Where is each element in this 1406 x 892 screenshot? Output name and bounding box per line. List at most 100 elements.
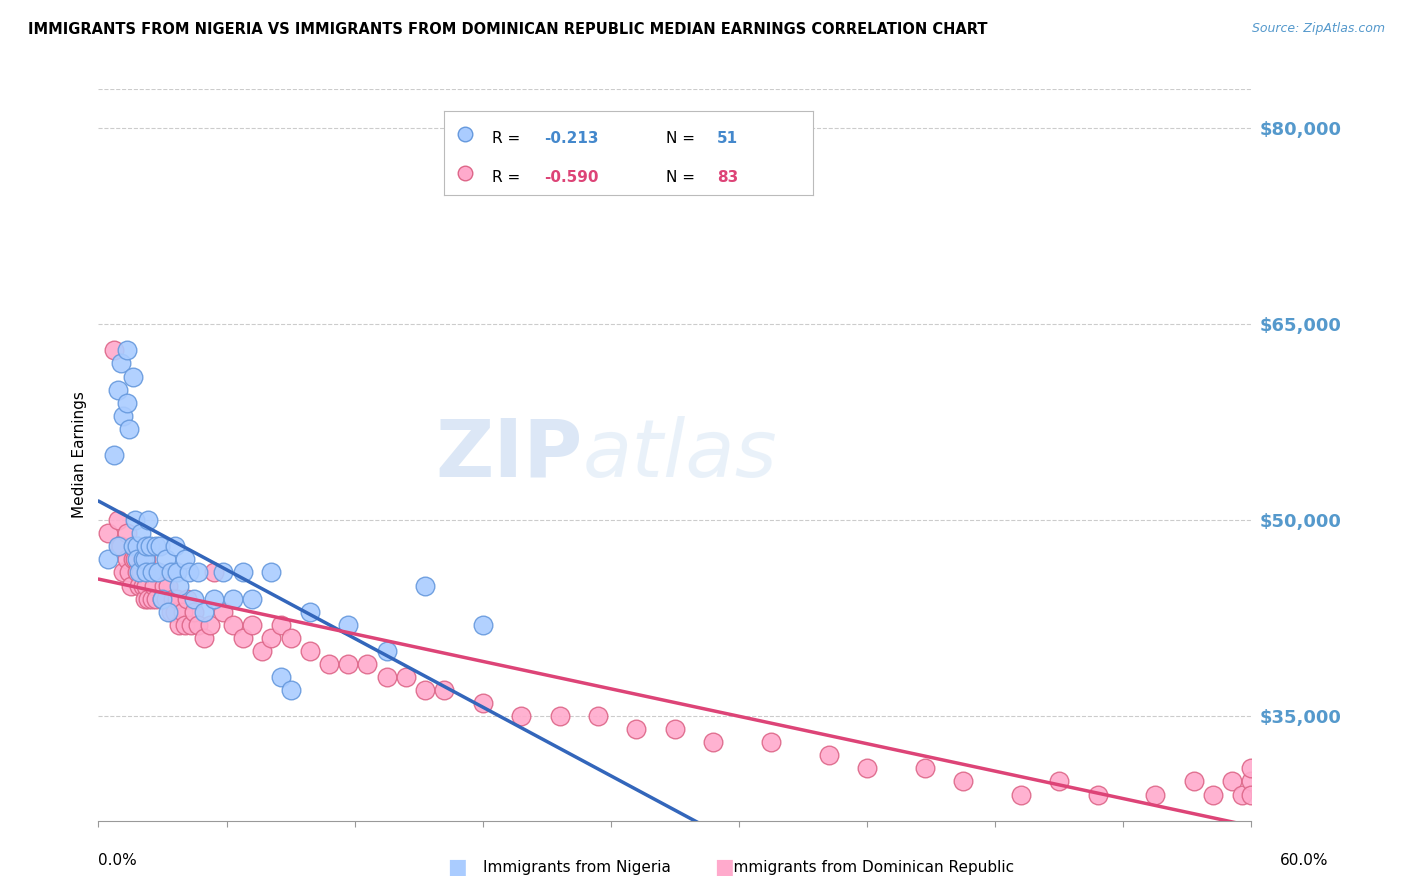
Point [1144, 788, 1167, 802]
Point [139, 566, 162, 580]
Text: 0.0%: 0.0% [98, 854, 138, 868]
Point [413, 683, 436, 698]
Point [1182, 774, 1205, 789]
Point [356, 657, 378, 671]
Point [280, 683, 302, 698]
Text: ■: ■ [447, 857, 467, 877]
Point [914, 761, 936, 775]
Text: atlas: atlas [582, 416, 778, 494]
Point [222, 591, 245, 606]
Point [198, 617, 221, 632]
Point [143, 578, 166, 592]
Point [1240, 774, 1263, 789]
Point [118, 422, 141, 436]
Y-axis label: Median Earnings: Median Earnings [72, 392, 87, 518]
Point [125, 539, 148, 553]
Point [103, 448, 125, 462]
Point [280, 631, 302, 645]
Point [128, 578, 150, 592]
Point [260, 631, 283, 645]
Point [108, 539, 131, 553]
Point [135, 566, 157, 580]
Point [1047, 774, 1070, 789]
Point [548, 709, 571, 723]
Point [125, 552, 148, 566]
Point [134, 591, 156, 606]
Point [152, 578, 174, 592]
Point [202, 566, 225, 580]
Point [664, 723, 686, 737]
Point [145, 539, 167, 553]
Point [118, 566, 141, 580]
Point [125, 539, 148, 553]
Point [128, 566, 150, 580]
Point [1220, 774, 1243, 789]
Point [413, 578, 436, 592]
Point [856, 761, 879, 775]
Point [702, 735, 724, 749]
Point [270, 617, 292, 632]
Point [174, 552, 197, 566]
Point [167, 617, 190, 632]
Point [112, 409, 135, 423]
Point [183, 605, 205, 619]
Point [433, 683, 456, 698]
Point [139, 539, 162, 553]
Point [375, 644, 398, 658]
Point [1202, 788, 1225, 802]
Point [156, 578, 179, 592]
Text: ■: ■ [714, 857, 734, 877]
Point [165, 605, 187, 619]
Point [122, 369, 145, 384]
Point [129, 526, 152, 541]
Point [759, 735, 782, 749]
Text: Immigrants from Dominican Republic: Immigrants from Dominican Republic [730, 860, 1014, 874]
Point [117, 395, 139, 409]
Point [124, 513, 146, 527]
Point [135, 578, 157, 592]
Point [120, 578, 142, 592]
Point [212, 605, 235, 619]
Point [586, 709, 609, 723]
Point [150, 591, 173, 606]
Point [103, 343, 125, 358]
Point [817, 748, 839, 763]
Point [193, 631, 215, 645]
Point [250, 644, 273, 658]
Point [212, 566, 235, 580]
Point [156, 605, 179, 619]
Point [141, 566, 163, 580]
Point [298, 605, 321, 619]
Point [337, 657, 360, 671]
Point [222, 617, 245, 632]
Point [97, 526, 120, 541]
Point [166, 591, 188, 606]
Point [117, 343, 139, 358]
Point [110, 539, 132, 553]
Point [260, 566, 283, 580]
Text: Immigrants from Nigeria: Immigrants from Nigeria [482, 860, 671, 874]
Point [1240, 788, 1263, 802]
Point [141, 591, 163, 606]
Point [167, 578, 190, 592]
Point [510, 709, 533, 723]
Point [1230, 788, 1253, 802]
Point [240, 591, 263, 606]
Point [375, 670, 398, 684]
Point [146, 566, 169, 580]
Point [117, 526, 139, 541]
Point [155, 591, 177, 606]
Point [166, 566, 188, 580]
Point [155, 552, 177, 566]
Point [122, 539, 145, 553]
Text: 60.0%: 60.0% [1281, 854, 1329, 868]
Point [193, 605, 215, 619]
Text: IMMIGRANTS FROM NIGERIA VS IMMIGRANTS FROM DOMINICAN REPUBLIC MEDIAN EARNINGS CO: IMMIGRANTS FROM NIGERIA VS IMMIGRANTS FR… [28, 22, 987, 37]
Point [202, 591, 225, 606]
Point [145, 591, 167, 606]
Point [107, 383, 129, 397]
Point [471, 696, 494, 710]
Point [122, 552, 145, 566]
Point [231, 631, 254, 645]
Point [270, 670, 292, 684]
